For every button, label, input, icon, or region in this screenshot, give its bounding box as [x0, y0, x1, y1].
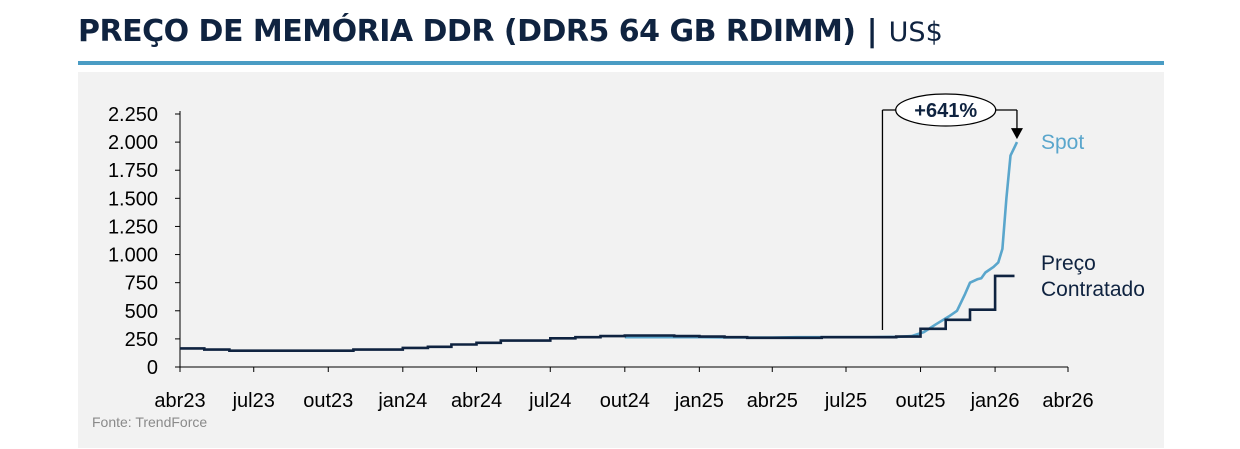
title-rule: [78, 61, 1164, 65]
x-tick-label: abr24: [451, 390, 502, 412]
annotation-label: +641%: [914, 100, 977, 122]
y-tick-label: 2.250: [108, 104, 158, 126]
x-tick-label: jan26: [970, 390, 1020, 412]
source-note: Fonte: TrendForce: [92, 414, 208, 430]
legend-label-contract-line1: Preço: [1041, 252, 1096, 275]
y-tick-label: 1.250: [108, 216, 158, 238]
y-tick-label: 1.750: [108, 160, 158, 182]
x-tick-label: out24: [600, 390, 650, 412]
x-tick-label: jul25: [824, 390, 867, 412]
y-tick-label: 750: [125, 273, 158, 295]
chart-unit: US$: [888, 17, 943, 48]
y-tick-label: 1.500: [108, 188, 158, 210]
x-tick-label: out25: [896, 390, 946, 412]
chart-title: PREÇO DE MEMÓRIA DDR (DDR5 64 GB RDIMM) …: [78, 14, 943, 49]
series-line-spot: [624, 141, 1019, 339]
x-tick-label: jan25: [674, 390, 724, 412]
y-tick-label: 0: [147, 357, 158, 379]
y-tick-label: 250: [125, 329, 158, 351]
chart-title-main: PREÇO DE MEMÓRIA DDR (DDR5 64 GB RDIMM): [78, 14, 856, 49]
series-line-contract: [180, 274, 1015, 353]
y-tick-label: 2.000: [108, 132, 158, 154]
x-tick-label: jul24: [528, 390, 571, 412]
x-tick-label: abr25: [747, 390, 798, 412]
legend-label-spot: Spot: [1041, 131, 1084, 154]
x-tick-label: jul23: [232, 390, 275, 412]
x-tick-label: out23: [303, 390, 353, 412]
y-tick-label: 1.000: [108, 245, 158, 267]
title-separator: |: [866, 14, 878, 49]
x-tick-label: abr26: [1042, 390, 1093, 412]
x-tick-label: abr23: [154, 390, 205, 412]
annotation-arrowhead: [1010, 128, 1023, 140]
chart-panel: [78, 72, 1164, 448]
x-tick-label: jan24: [377, 390, 427, 412]
legend-label-contract-line2: Contratado: [1041, 278, 1145, 301]
y-tick-label: 500: [125, 301, 158, 323]
annotation-bubble: [895, 93, 997, 127]
